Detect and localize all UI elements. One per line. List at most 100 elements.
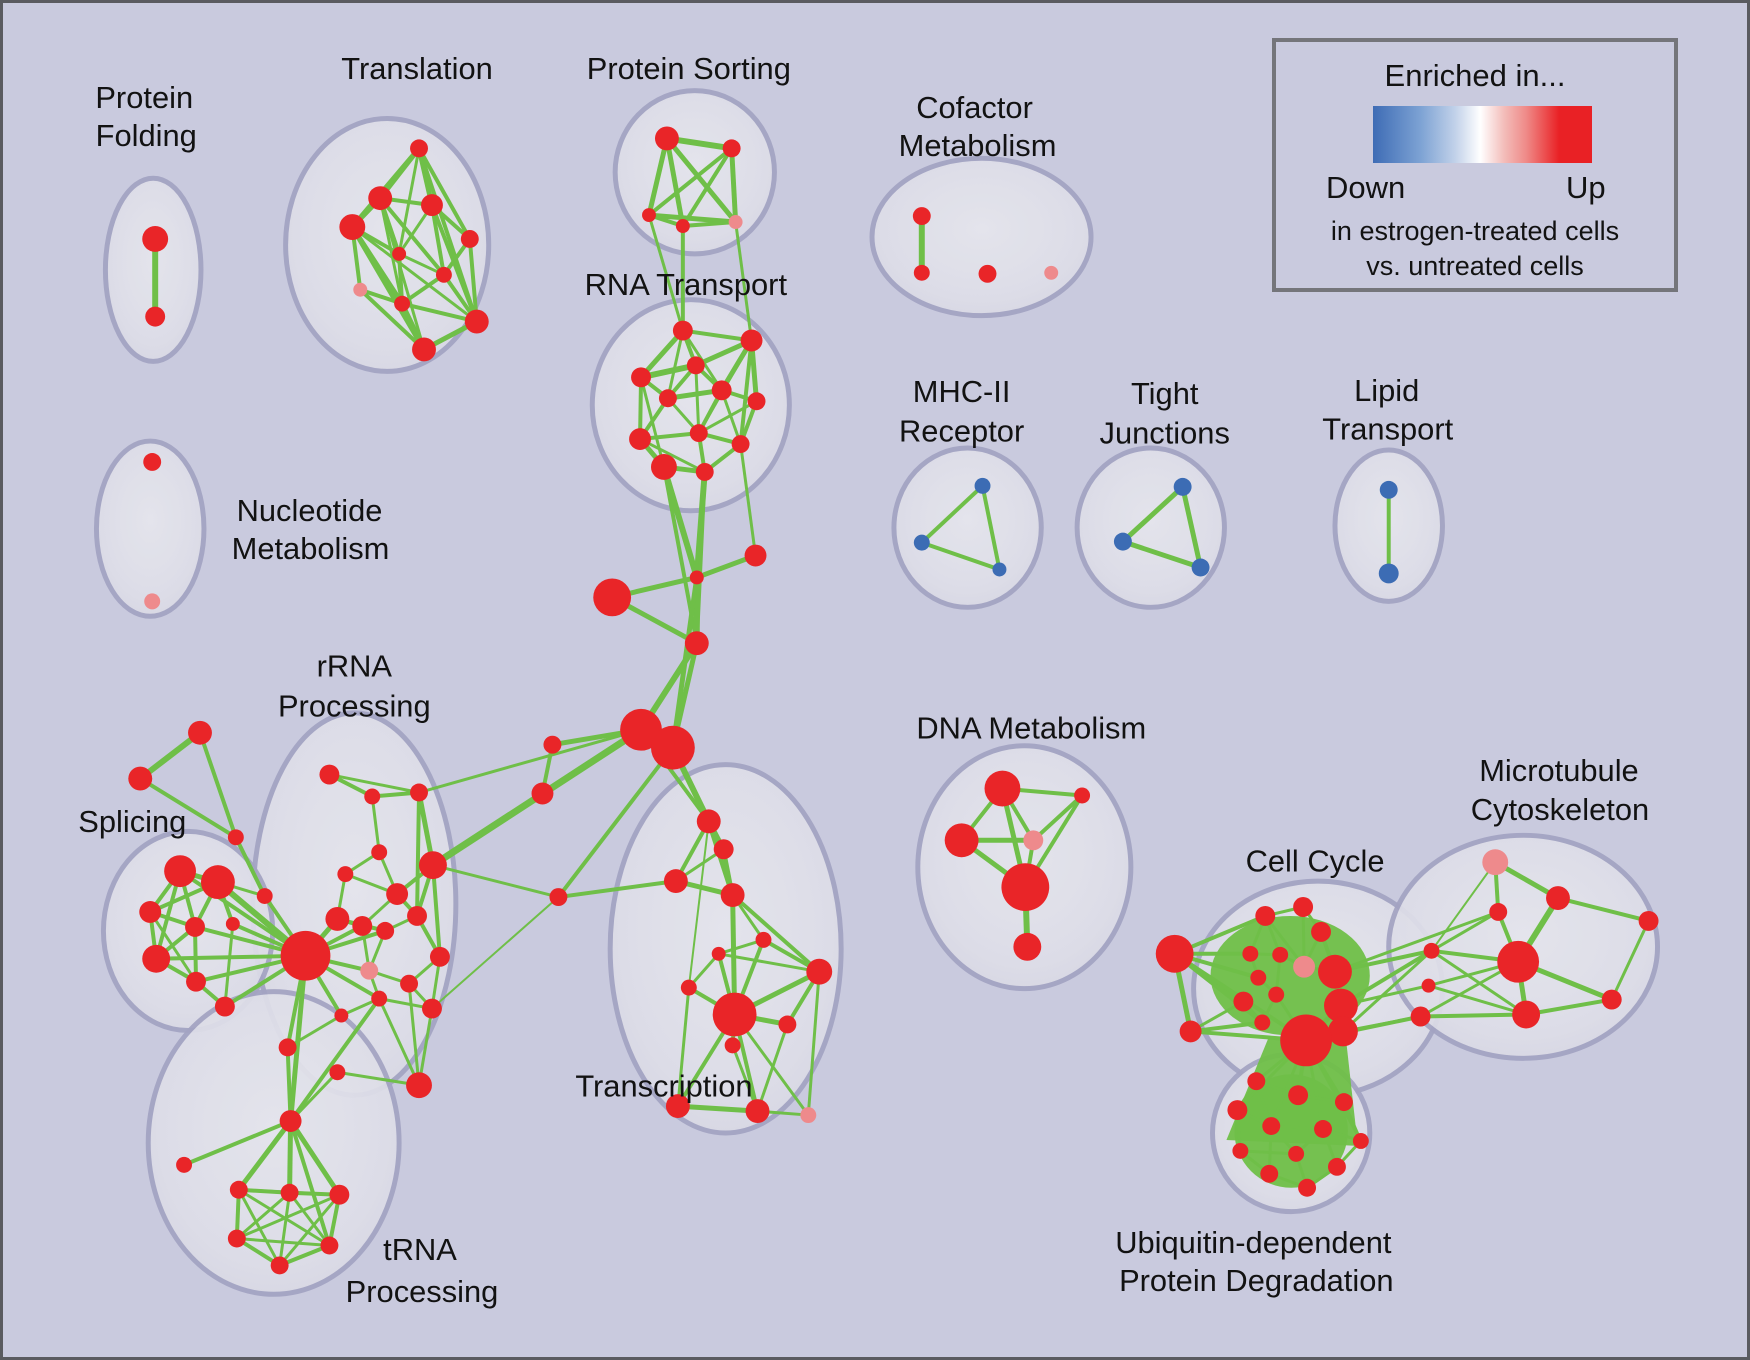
edge-ps4-rt1 [734, 221, 754, 341]
node-ub8 [1288, 1145, 1305, 1162]
node-tsG [680, 979, 697, 996]
edge-ps0-ps4 [664, 136, 738, 224]
edge-cy9-mt1 [1334, 910, 1499, 974]
edge-rt10-ccs [661, 466, 700, 579]
node-sjb [256, 888, 273, 905]
edge-rr16-rr19 [417, 1008, 434, 1086]
cluster-label-cofactor-2: Metabolism [899, 128, 1057, 163]
node-cyp [1293, 955, 1316, 978]
node-cy7 [1233, 991, 1254, 1012]
node-tn3 [227, 1229, 246, 1248]
node-dm5 [1013, 932, 1042, 961]
node-rr20 [329, 1064, 346, 1081]
node-rr9 [407, 905, 427, 926]
node-t4 [460, 229, 479, 248]
node-cn1 [549, 888, 568, 906]
node-cy9 [1318, 954, 1352, 989]
node-tj1 [1113, 532, 1132, 551]
node-t9 [464, 309, 489, 334]
node-ub6 [1352, 1132, 1369, 1149]
edge-mh1-mh2 [921, 540, 1001, 572]
edge-cy10-mt4 [1339, 949, 1433, 1008]
edge-tn2-tn3 [236, 1193, 340, 1240]
node-tn4 [320, 1236, 339, 1255]
edge-cn1-cch2 [556, 746, 675, 899]
node-t8 [394, 295, 411, 312]
node-mh1 [913, 534, 930, 551]
node-cm2 [978, 264, 997, 283]
edge-st0-sj [198, 732, 238, 838]
edge-ps1-ps3 [681, 147, 734, 228]
node-tn0 [229, 1180, 248, 1199]
node-ub1 [1288, 1085, 1309, 1106]
edge-t5-t8 [397, 253, 405, 304]
node-mt2 [1512, 1000, 1541, 1029]
node-rr14 [371, 990, 388, 1007]
node-tsL [665, 1094, 690, 1119]
cluster-ellipse-rna-transport [589, 297, 792, 514]
edge-t6-t8 [400, 273, 446, 306]
node-rr0 [319, 764, 340, 785]
node-mt3 [1601, 989, 1622, 1010]
node-ub3 [1227, 1100, 1248, 1121]
node-tsA [696, 809, 721, 834]
node-rr5 [325, 906, 350, 931]
node-mt4 [1423, 942, 1440, 959]
cluster-label-microtubule-1: Microtubule [1479, 753, 1639, 788]
cluster-label-ubiquitin-2: Protein Degradation [1119, 1263, 1393, 1298]
cluster-label-rna-transport: RNA Transport [585, 267, 788, 302]
node-dm0 [984, 770, 1021, 807]
node-pf1 [145, 306, 166, 327]
node-rt9 [731, 435, 750, 454]
edge-dm1-dm3 [1031, 794, 1084, 842]
edge-tn1-tn4 [288, 1191, 331, 1247]
node-tj0 [1173, 477, 1192, 496]
node-nm1 [144, 593, 161, 610]
node-sp3 [185, 916, 205, 937]
node-rt1 [740, 329, 763, 352]
edge-tnh-tn2 [288, 1119, 342, 1197]
node-cy5 [1250, 969, 1267, 986]
edge-rr14-rr19 [377, 997, 421, 1086]
node-t3 [421, 194, 443, 217]
edge-mh0-mh1 [920, 484, 984, 545]
cluster-label-microtubule-2: Cytoskeleton [1471, 792, 1649, 827]
cluster-label-trna-1: tRNA [383, 1232, 457, 1267]
node-rr8 [376, 921, 395, 940]
node-pf0 [142, 226, 169, 252]
node-ps3 [675, 219, 690, 233]
node-tn2 [329, 1184, 350, 1205]
edge-tni-tnh [183, 1119, 292, 1167]
node-tn1 [280, 1183, 299, 1202]
edge-rt1-rt9 [738, 340, 754, 445]
node-tj2 [1191, 558, 1210, 577]
node-sp2 [139, 901, 162, 923]
node-rt2 [686, 356, 705, 375]
node-tni [176, 1156, 193, 1173]
edge-rt6-rt7 [698, 399, 758, 435]
node-tsE [755, 931, 772, 948]
cluster-ellipse-nucleotide-metabolism [93, 438, 207, 619]
node-dm4 [1001, 863, 1050, 911]
edge-cch1-rr2 [418, 728, 642, 794]
node-tn5 [270, 1256, 289, 1275]
node-cm3 [1044, 265, 1059, 280]
edge-mh2-mh0 [980, 485, 1002, 570]
edge-tnh-tn0 [236, 1119, 293, 1192]
edge-t5-t6 [398, 252, 445, 277]
edge-tj2-tj0 [1180, 486, 1203, 569]
node-ccb [593, 578, 632, 617]
node-ub0 [1247, 1072, 1266, 1091]
cluster-label-cofactor-1: Cofactor [916, 90, 1033, 125]
node-ccm [684, 631, 709, 656]
edge-t8-t9 [401, 301, 478, 324]
node-rr10 [280, 930, 331, 981]
edge-st0-st1 [138, 730, 202, 781]
edge-ps3-ps4 [682, 220, 736, 228]
edge-tsL-tsM [677, 1103, 758, 1114]
cluster-ellipse-cofactor-metabolism [869, 155, 1094, 319]
edge-rt0-rt4 [666, 330, 685, 399]
node-tsH [806, 958, 833, 985]
node-st1 [128, 766, 153, 791]
cluster-label-translation: Translation [341, 51, 493, 86]
